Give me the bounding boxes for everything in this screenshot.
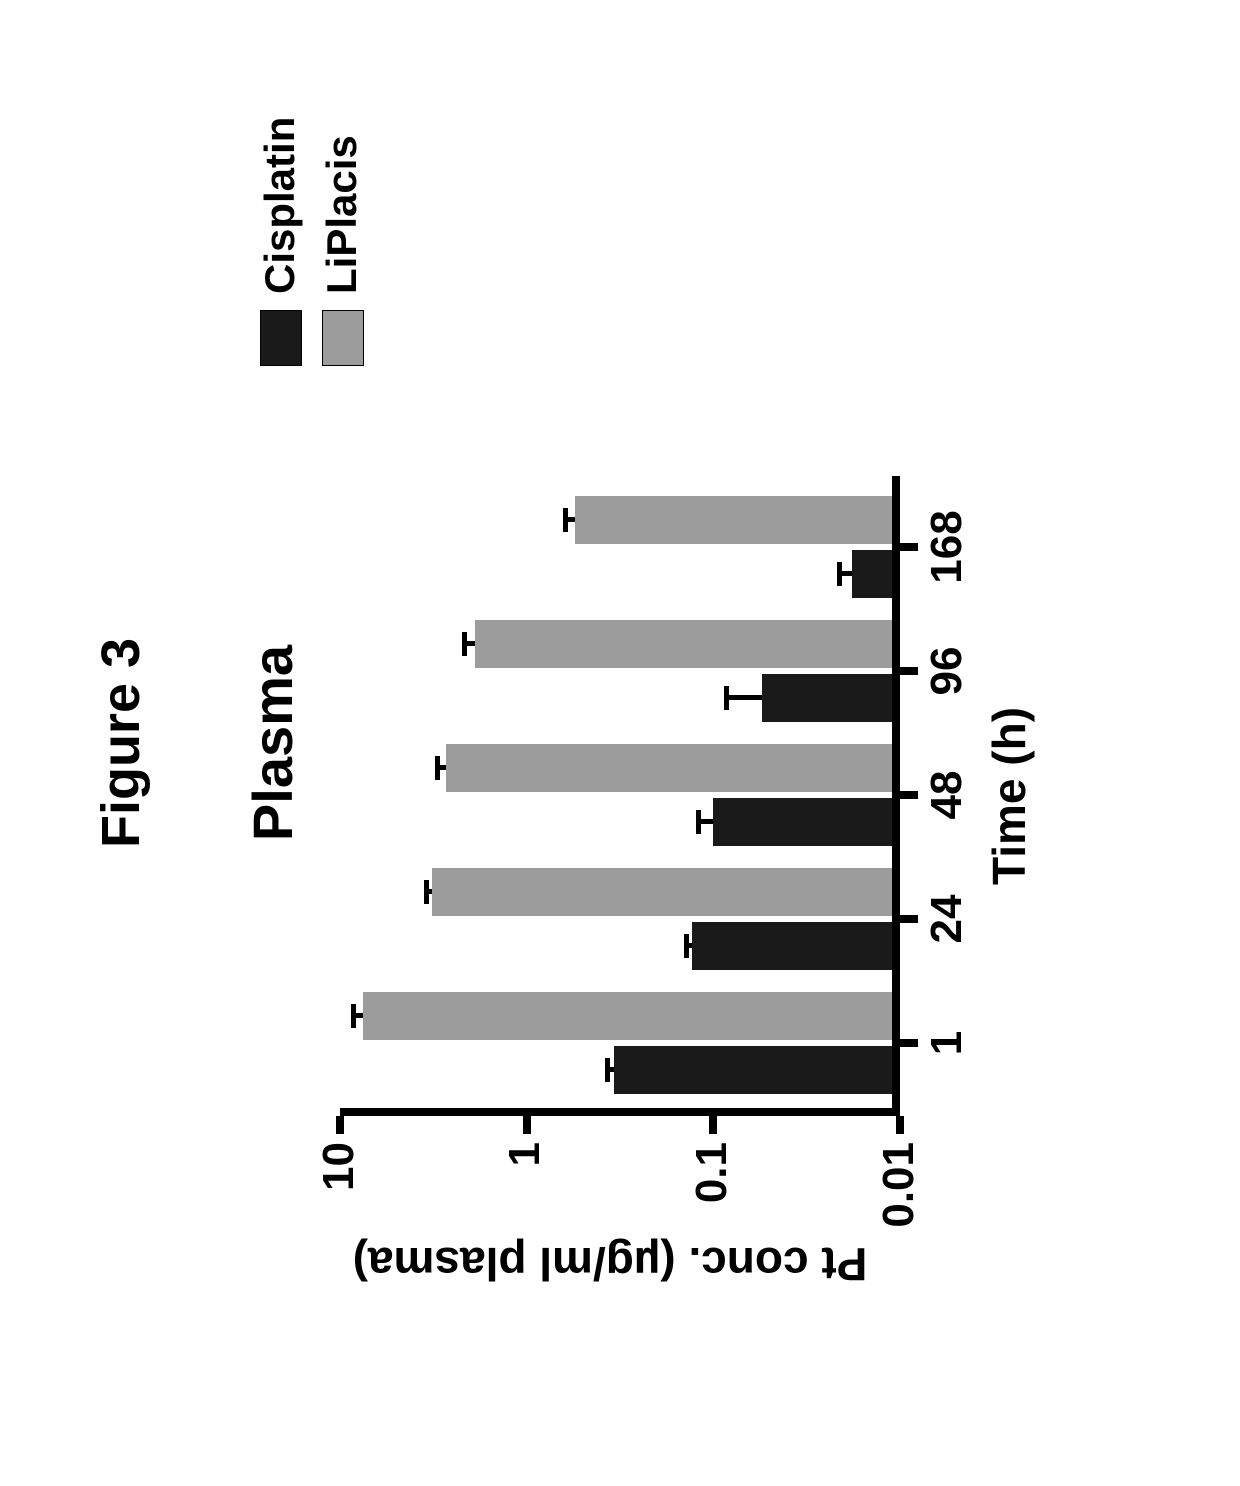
x-tick-mark <box>900 791 918 799</box>
errorbar-cap <box>605 1058 610 1082</box>
x-tick-mark <box>900 667 918 675</box>
figure-title: Figure 3 <box>90 0 152 1486</box>
bar-liplacis <box>475 620 892 668</box>
x-tick-label: 48 <box>922 735 972 855</box>
legend-label: Cisplatin <box>256 117 304 294</box>
bar-liplacis <box>575 496 892 544</box>
bar-liplacis <box>363 992 892 1040</box>
x-tick-mark <box>900 1039 918 1047</box>
errorbar-cap <box>563 508 568 532</box>
y-axis-line <box>340 1108 900 1116</box>
x-tick-label: 1 <box>922 983 972 1103</box>
bar-cisplatin <box>852 550 892 598</box>
x-axis-line <box>892 476 900 1116</box>
y-tick-mark <box>523 1116 531 1134</box>
errorbar-cap <box>684 934 689 958</box>
x-tick-label: 24 <box>922 859 972 979</box>
bar-liplacis <box>446 744 892 792</box>
x-tick-label: 96 <box>922 611 972 731</box>
bar-liplacis <box>432 868 892 916</box>
bar-cisplatin <box>713 798 892 846</box>
errorbar-cap <box>424 880 429 904</box>
x-axis-label: Time (h) <box>982 476 1036 1116</box>
errorbar-stem <box>727 696 762 701</box>
x-tick-label: 168 <box>922 487 972 607</box>
y-tick-label: 0.1 <box>687 1142 737 1203</box>
legend-swatch <box>260 310 302 366</box>
figure-canvas: Figure 3 Plasma Pt conc. (µg/ml plasma) … <box>0 0 1240 1486</box>
y-tick-label: 10 <box>314 1142 364 1191</box>
y-tick-label: 1 <box>500 1142 550 1166</box>
legend-label: LiPlacis <box>318 135 366 294</box>
errorbar-cap <box>435 756 440 780</box>
errorbar-cap <box>724 686 729 710</box>
bar-cisplatin <box>614 1046 892 1094</box>
errorbar-cap <box>351 1004 356 1028</box>
x-tick-mark <box>900 915 918 923</box>
x-tick-mark <box>900 543 918 551</box>
legend-swatch <box>322 310 364 366</box>
y-tick-mark <box>709 1116 717 1134</box>
bar-cisplatin <box>762 674 892 722</box>
y-tick-mark <box>336 1116 344 1134</box>
errorbar-cap <box>462 632 467 656</box>
plot-area <box>340 476 900 1116</box>
bar-cisplatin <box>692 922 892 970</box>
y-tick-mark <box>896 1116 904 1134</box>
errorbar-cap <box>837 562 842 586</box>
errorbar-cap <box>696 810 701 834</box>
y-axis-label: Pt conc. (µg/ml plasma) <box>330 1237 890 1291</box>
y-tick-label: 0.01 <box>874 1142 924 1228</box>
